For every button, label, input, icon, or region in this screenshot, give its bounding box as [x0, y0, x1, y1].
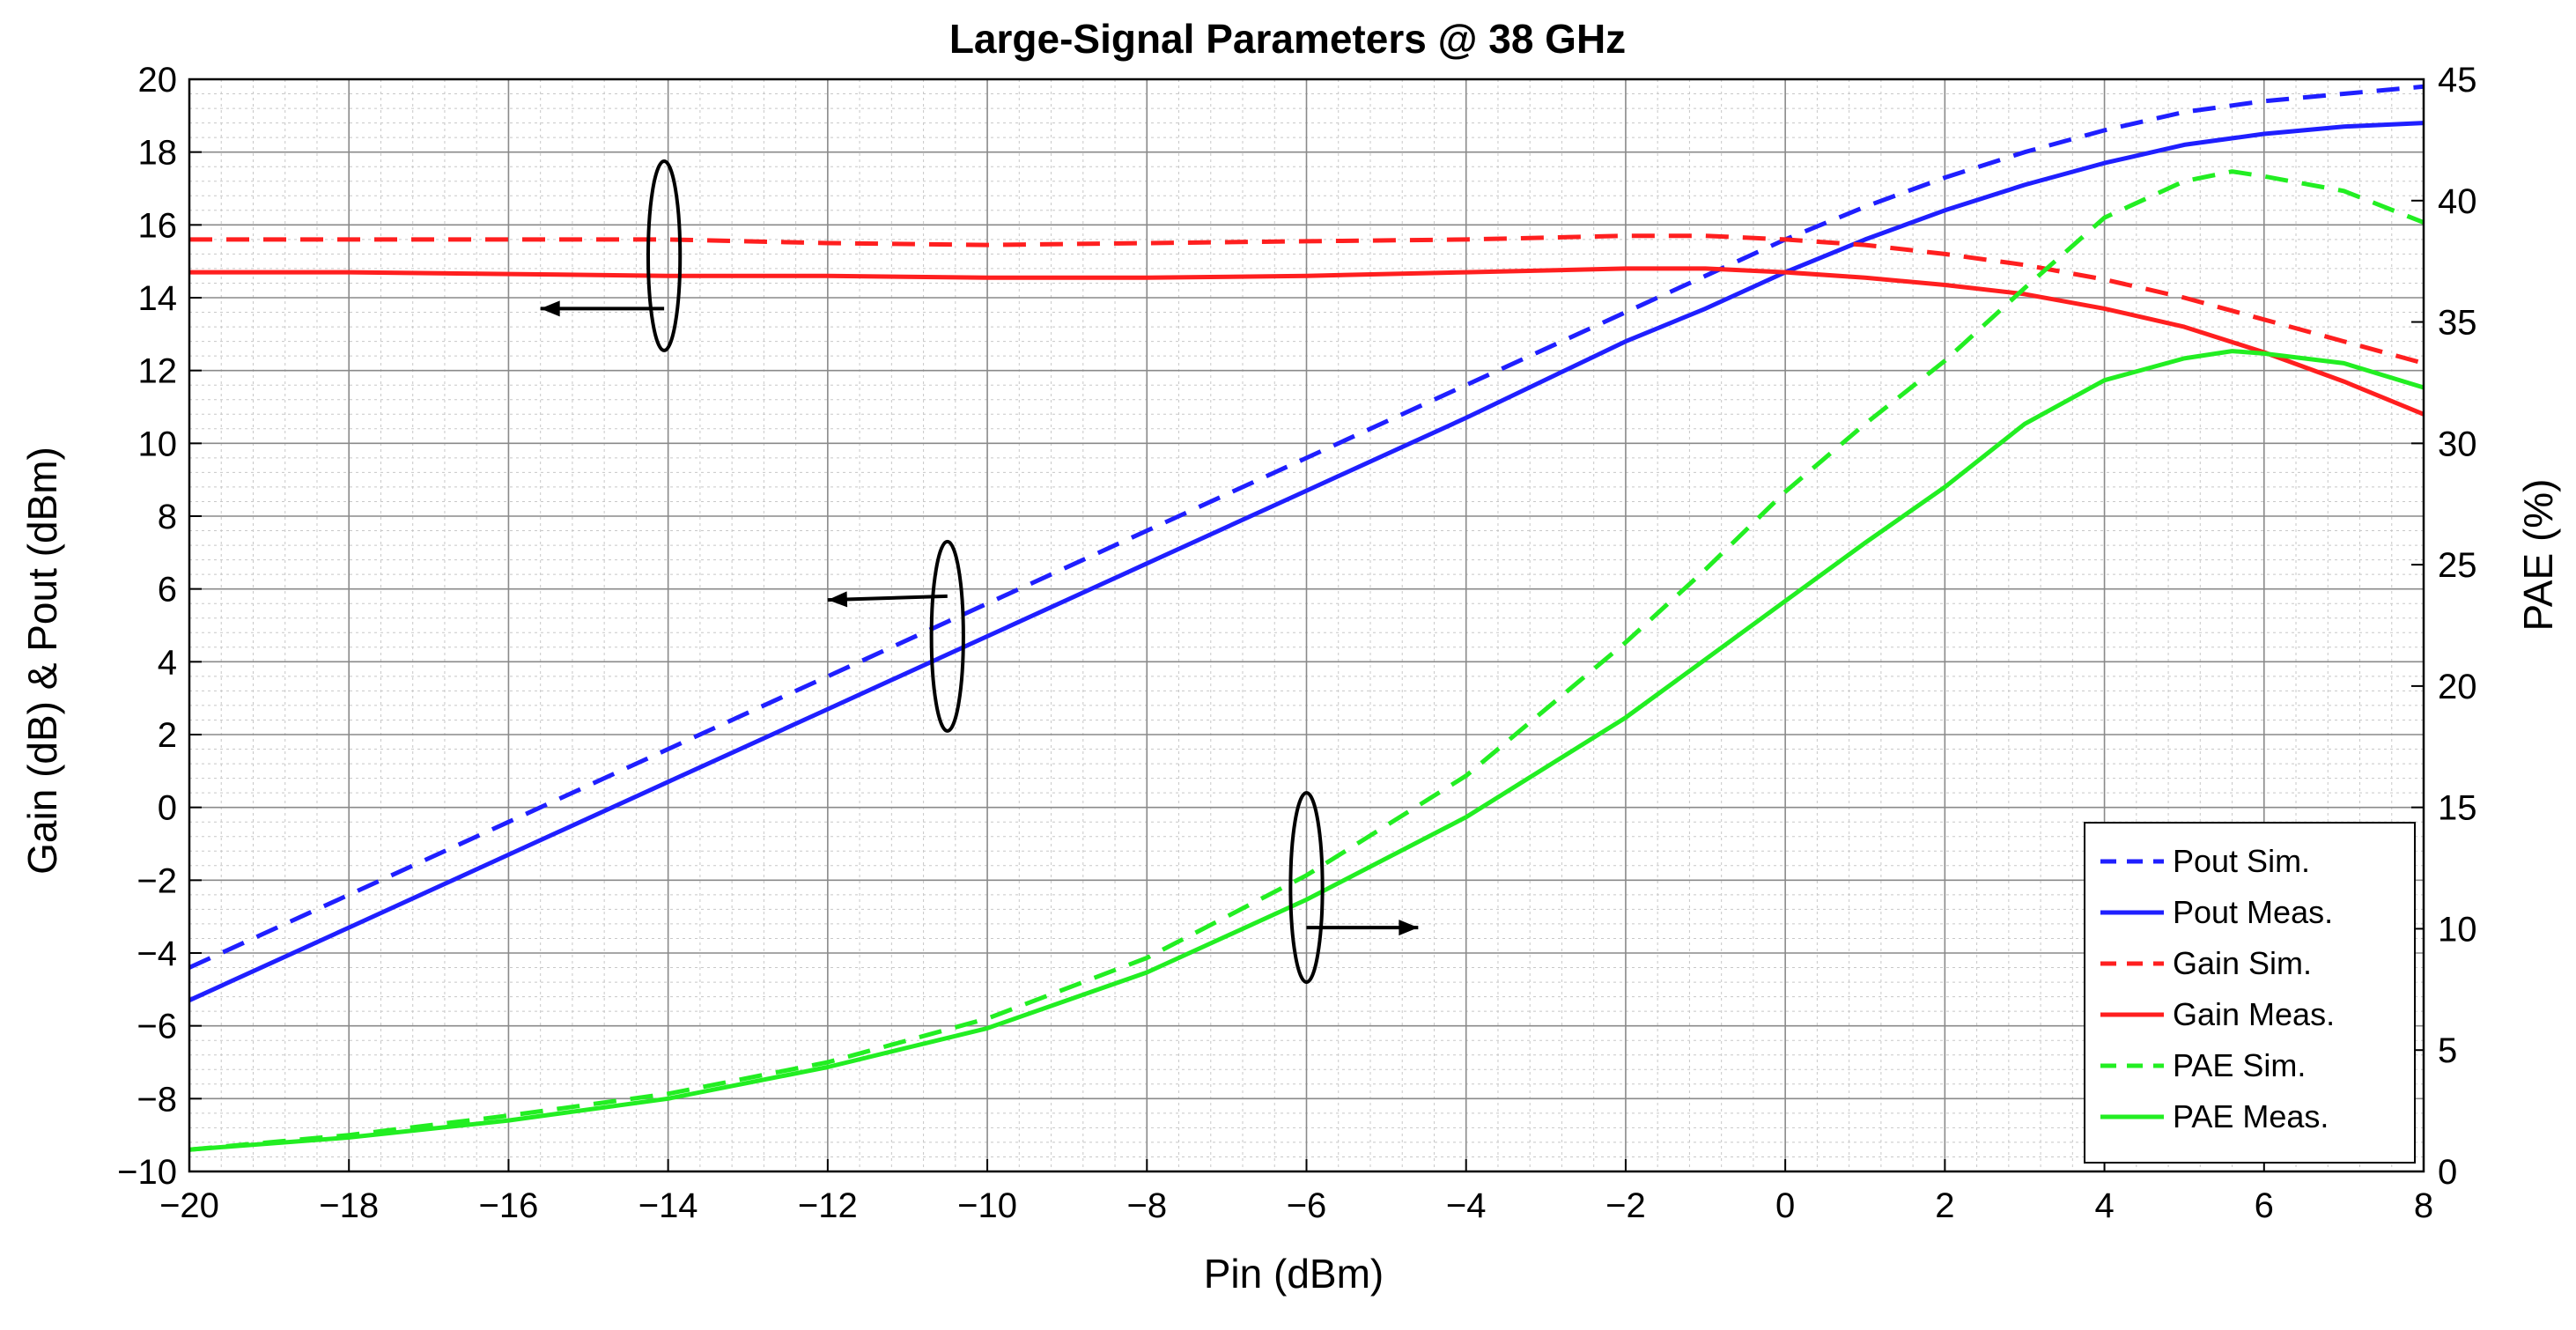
y-right-axis-ticks: 0 5 10 15 20 25 30 35 40 45 — [2411, 61, 2477, 1192]
x-tick-label: 4 — [2094, 1186, 2114, 1225]
x-tick-label: −14 — [638, 1186, 698, 1225]
annotation-arrow-head — [540, 300, 560, 317]
legend-entry-label: Gain Sim. — [2173, 945, 2312, 981]
annotation-ellipse — [929, 539, 965, 733]
y-left-tick-label: 4 — [158, 643, 177, 682]
x-tick-label: −20 — [159, 1186, 219, 1225]
y-left-tick-label: −6 — [137, 1008, 177, 1046]
y-left-tick-label: 6 — [158, 571, 177, 610]
legend: Pout Sim. Pout Meas. Gain Sim. Gain Meas. PA… — [2084, 822, 2416, 1164]
y-left-tick-label: 12 — [138, 352, 178, 391]
annotation-ellipse — [646, 159, 683, 352]
y-left-axis-ticks: −10 −8 −6 −4 −2 0 2 4 6 8 10 12 14 16 18 20 — [117, 61, 202, 1192]
x-tick-label: −8 — [1126, 1186, 1167, 1225]
y-left-tick-label: 8 — [158, 498, 177, 536]
annotation-layer — [540, 159, 1419, 985]
chart-title: Large-Signal Parameters @ 38 GHz — [949, 16, 1626, 62]
annotation-arrow-head — [1399, 920, 1419, 936]
x-axis-label: Pin (dBm) — [1204, 1251, 1384, 1297]
y-left-tick-label: −4 — [137, 935, 177, 973]
y-right-tick-label: 45 — [2438, 61, 2477, 100]
legend-entry-label: Pout Meas. — [2173, 894, 2333, 930]
y-right-tick-label: 40 — [2438, 182, 2477, 221]
y-left-tick-label: 16 — [138, 206, 178, 245]
y-left-tick-label: −10 — [117, 1153, 177, 1192]
y-right-tick-label: 35 — [2438, 304, 2477, 343]
y-right-tick-label: 15 — [2438, 789, 2477, 828]
series-layer — [188, 84, 2425, 1152]
y-left-tick-label: −8 — [137, 1080, 177, 1119]
y-left-axis-label: Gain (dB) & Pout (dBm) — [19, 447, 65, 875]
series-line-pout-sim — [188, 84, 2425, 970]
y-left-tick-label: 20 — [138, 61, 178, 100]
annotation-ellipse — [1288, 791, 1325, 985]
legend-entry-label: Pout Sim. — [2173, 843, 2310, 879]
x-tick-label: −10 — [957, 1186, 1017, 1225]
series-line-pout-meas — [188, 121, 2425, 1002]
annotation-arrow-head — [827, 591, 848, 608]
y-left-tick-label: 2 — [158, 716, 177, 755]
y-left-tick-label: 14 — [138, 279, 178, 318]
legend-entry-label: PAE Meas. — [2173, 1098, 2329, 1134]
legend-entry-label: Gain Meas. — [2173, 996, 2335, 1032]
x-tick-label: 8 — [2414, 1186, 2433, 1225]
y-left-tick-label: −2 — [137, 861, 177, 900]
x-tick-label: −6 — [1287, 1186, 1327, 1225]
y-right-tick-label: 5 — [2438, 1031, 2457, 1070]
x-tick-label: −4 — [1446, 1186, 1487, 1225]
y-left-tick-label: 0 — [158, 789, 177, 828]
y-right-axis-label: PAE (%) — [2515, 479, 2561, 632]
x-tick-label: 6 — [2255, 1186, 2274, 1225]
series-line-pae-meas — [188, 349, 2425, 1152]
series-line-pae-sim — [188, 169, 2425, 1152]
y-right-tick-label: 25 — [2438, 546, 2477, 585]
y-left-tick-label: 18 — [138, 134, 178, 173]
x-axis-ticks: −20 −18 −16 −14 −12 −10 −8 −6 −4 −2 0 2 4 6 8 — [159, 1159, 2433, 1225]
x-tick-label: 2 — [1935, 1186, 1954, 1225]
y-right-tick-label: 0 — [2438, 1153, 2457, 1192]
legend-entry-label: PAE Sim. — [2173, 1047, 2306, 1083]
x-tick-label: −12 — [798, 1186, 858, 1225]
x-tick-label: 0 — [1775, 1186, 1795, 1225]
legend-box — [2084, 822, 2416, 1164]
y-right-tick-label: 10 — [2438, 910, 2477, 949]
y-left-tick-label: 10 — [138, 425, 178, 463]
x-tick-label: −18 — [319, 1186, 379, 1225]
series-line-gain-meas — [189, 266, 2425, 417]
y-right-tick-label: 30 — [2438, 425, 2477, 463]
x-tick-label: −2 — [1605, 1186, 1646, 1225]
y-right-tick-label: 20 — [2438, 668, 2477, 706]
x-tick-label: −16 — [478, 1186, 538, 1225]
annotation-arrow-shaft — [827, 594, 948, 602]
